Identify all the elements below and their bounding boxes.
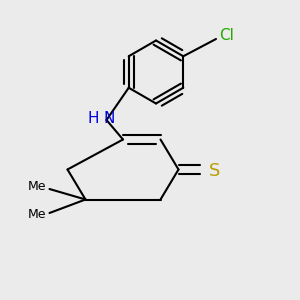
Text: Cl: Cl xyxy=(219,28,234,44)
Text: Me: Me xyxy=(28,180,46,193)
Text: N: N xyxy=(103,111,115,126)
Text: H: H xyxy=(87,111,99,126)
Text: Me: Me xyxy=(28,208,46,221)
Text: S: S xyxy=(208,162,220,180)
